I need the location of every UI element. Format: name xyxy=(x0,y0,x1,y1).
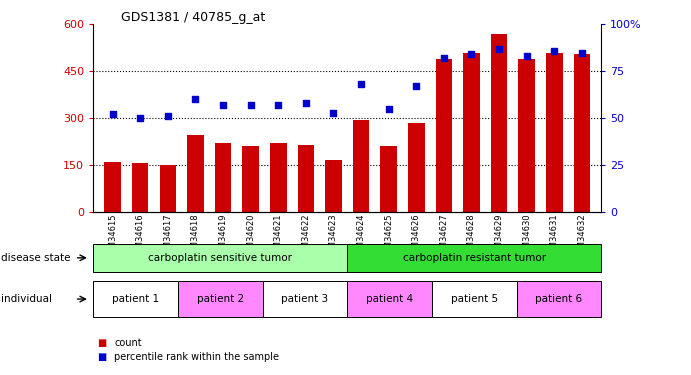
Bar xyxy=(546,53,562,212)
Point xyxy=(245,102,256,108)
Bar xyxy=(215,143,231,212)
Point xyxy=(190,96,201,102)
Bar xyxy=(408,123,424,212)
Point xyxy=(328,110,339,116)
Text: ■: ■ xyxy=(97,352,106,362)
Bar xyxy=(435,59,452,212)
Point xyxy=(549,48,560,54)
Point xyxy=(521,53,532,59)
Point xyxy=(107,111,118,117)
Text: count: count xyxy=(114,338,142,348)
Text: GDS1381 / 40785_g_at: GDS1381 / 40785_g_at xyxy=(121,11,265,24)
Bar xyxy=(104,162,121,212)
Bar xyxy=(463,53,480,212)
Text: carboplatin resistant tumor: carboplatin resistant tumor xyxy=(403,253,546,263)
Text: patient 6: patient 6 xyxy=(536,294,583,304)
Point xyxy=(410,83,422,89)
Point xyxy=(355,81,366,87)
Text: patient 4: patient 4 xyxy=(366,294,413,304)
Text: patient 3: patient 3 xyxy=(281,294,328,304)
Bar xyxy=(352,120,369,212)
Bar xyxy=(270,143,287,212)
Point xyxy=(273,102,284,108)
Point xyxy=(576,50,587,55)
Point xyxy=(162,113,173,119)
Point xyxy=(135,115,146,121)
Bar xyxy=(160,165,176,212)
Text: disease state: disease state xyxy=(1,253,70,263)
Text: patient 2: patient 2 xyxy=(197,294,244,304)
Text: patient 1: patient 1 xyxy=(112,294,159,304)
Point xyxy=(301,100,312,106)
Text: carboplatin sensitive tumor: carboplatin sensitive tumor xyxy=(149,253,292,263)
Text: ■: ■ xyxy=(97,338,106,348)
Bar xyxy=(187,135,204,212)
Text: individual: individual xyxy=(1,294,52,304)
Point xyxy=(493,46,504,52)
Point xyxy=(466,51,477,57)
Text: percentile rank within the sample: percentile rank within the sample xyxy=(114,352,279,362)
Bar xyxy=(574,54,590,212)
Point xyxy=(383,106,394,112)
Text: patient 5: patient 5 xyxy=(451,294,498,304)
Bar xyxy=(491,34,507,212)
Bar xyxy=(132,164,149,212)
Bar xyxy=(380,146,397,212)
Point xyxy=(438,55,449,61)
Bar xyxy=(243,146,259,212)
Bar xyxy=(518,59,535,212)
Point xyxy=(218,102,229,108)
Bar xyxy=(298,145,314,212)
Bar xyxy=(325,160,342,212)
